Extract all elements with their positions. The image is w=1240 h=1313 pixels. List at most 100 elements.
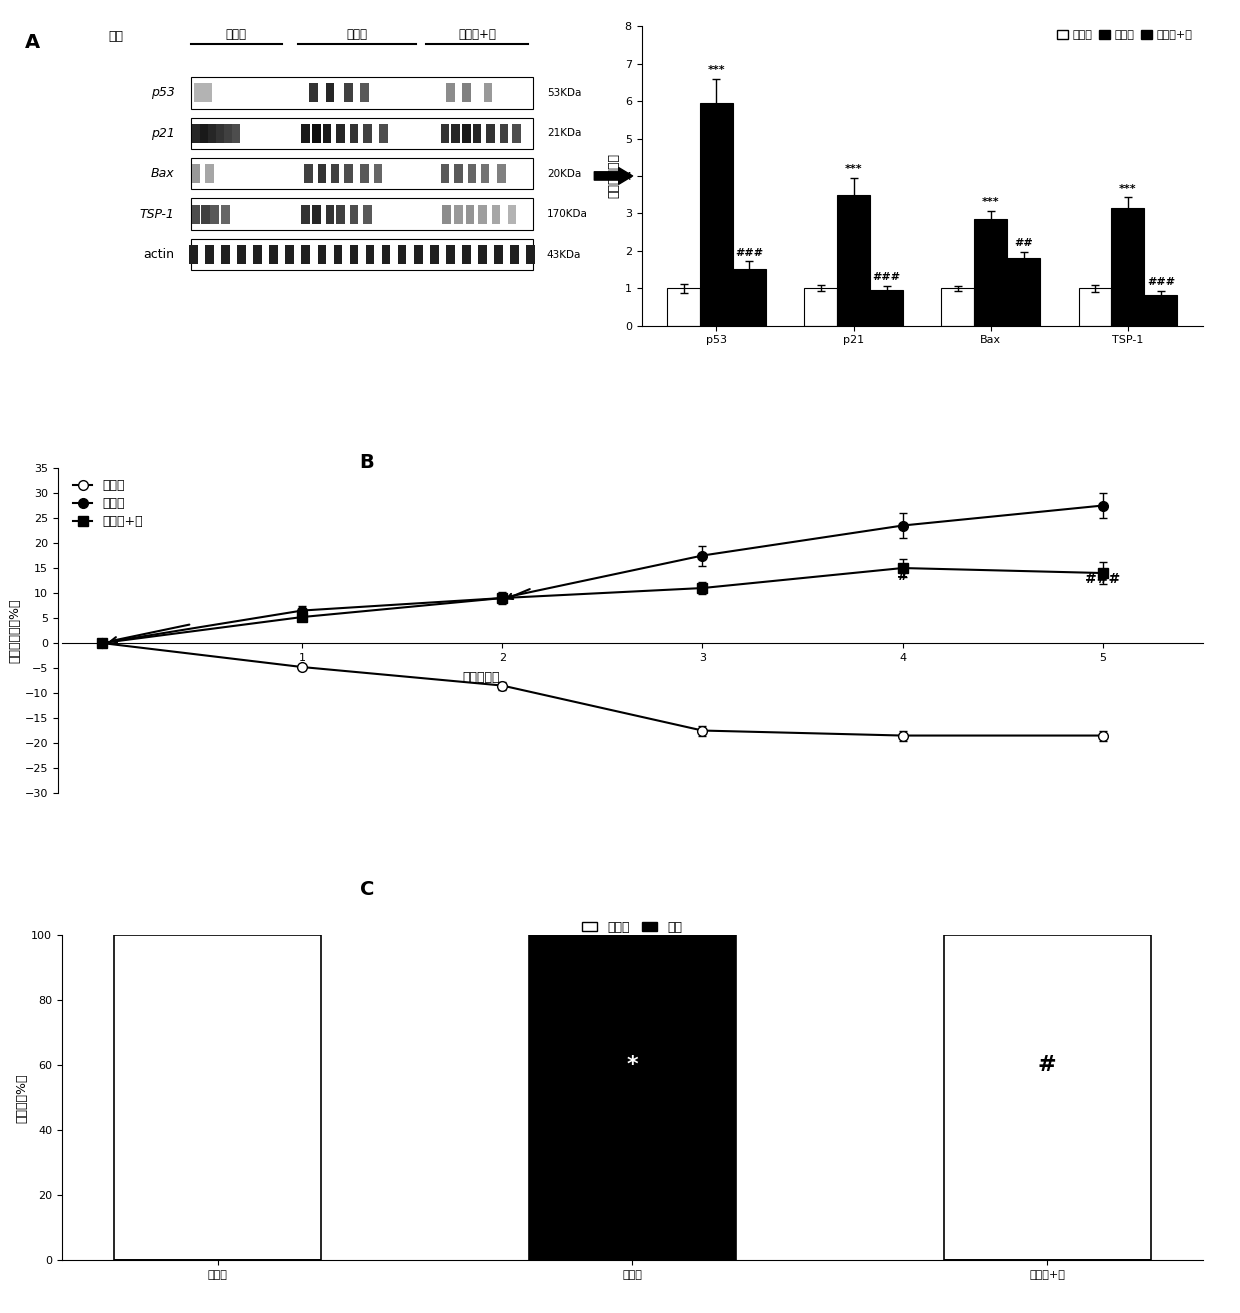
FancyBboxPatch shape [191, 239, 533, 270]
Text: ###: ### [1147, 277, 1174, 288]
Text: ###: ### [873, 272, 900, 282]
FancyBboxPatch shape [361, 84, 370, 102]
FancyBboxPatch shape [304, 164, 312, 183]
FancyBboxPatch shape [491, 205, 500, 223]
FancyBboxPatch shape [511, 246, 520, 264]
FancyBboxPatch shape [414, 246, 423, 264]
FancyBboxPatch shape [484, 84, 492, 102]
FancyBboxPatch shape [200, 123, 208, 143]
FancyBboxPatch shape [463, 123, 471, 143]
FancyBboxPatch shape [331, 164, 340, 183]
Text: ##: ## [1014, 238, 1033, 248]
FancyBboxPatch shape [350, 205, 358, 223]
FancyBboxPatch shape [479, 246, 487, 264]
FancyBboxPatch shape [232, 123, 241, 143]
FancyBboxPatch shape [312, 123, 321, 143]
FancyBboxPatch shape [203, 84, 212, 102]
Y-axis label: 相对蛋白水平: 相对蛋白水平 [608, 154, 620, 198]
Bar [941, 288, 975, 326]
FancyBboxPatch shape [497, 164, 506, 183]
FancyBboxPatch shape [379, 123, 388, 143]
FancyBboxPatch shape [467, 164, 476, 183]
FancyBboxPatch shape [363, 205, 372, 223]
FancyBboxPatch shape [440, 164, 449, 183]
Text: Bax: Bax [151, 167, 175, 180]
Text: 20KDa: 20KDa [547, 168, 582, 179]
FancyBboxPatch shape [191, 77, 533, 109]
Text: 小肠: 小肠 [108, 30, 123, 43]
FancyBboxPatch shape [201, 205, 210, 223]
FancyBboxPatch shape [195, 84, 203, 102]
FancyBboxPatch shape [481, 164, 490, 183]
FancyBboxPatch shape [373, 164, 382, 183]
FancyBboxPatch shape [463, 84, 471, 102]
Bar [975, 219, 1007, 326]
Text: ***: *** [1120, 184, 1137, 193]
Text: actin: actin [144, 248, 175, 261]
Text: #: # [897, 569, 909, 583]
FancyBboxPatch shape [486, 123, 495, 143]
FancyBboxPatch shape [443, 205, 451, 223]
FancyBboxPatch shape [312, 205, 321, 223]
FancyBboxPatch shape [361, 164, 370, 183]
Text: #: # [1038, 1056, 1056, 1075]
FancyBboxPatch shape [366, 246, 374, 264]
FancyBboxPatch shape [398, 246, 407, 264]
FancyBboxPatch shape [350, 123, 358, 143]
FancyBboxPatch shape [466, 205, 475, 223]
Bar [667, 288, 701, 326]
FancyBboxPatch shape [345, 84, 353, 102]
FancyBboxPatch shape [446, 84, 455, 102]
Text: *: * [626, 1056, 639, 1075]
Text: p53: p53 [150, 87, 175, 100]
FancyBboxPatch shape [322, 123, 331, 143]
FancyBboxPatch shape [454, 164, 463, 183]
Bar [1111, 207, 1145, 326]
Bar [1079, 288, 1111, 326]
FancyBboxPatch shape [440, 123, 449, 143]
Text: ###: ### [735, 248, 764, 257]
FancyBboxPatch shape [317, 246, 326, 264]
Legend: 对照组, 奥达铂, 奥达铂+硒: 对照组, 奥达铂, 奥达铂+硒 [68, 474, 148, 533]
FancyBboxPatch shape [188, 246, 197, 264]
Bar [944, 935, 1151, 1260]
Legend: 对照组, 奥达铂, 奥达铂+硒: 对照组, 奥达铂, 奥达铂+硒 [1053, 26, 1198, 45]
FancyBboxPatch shape [191, 198, 533, 230]
FancyBboxPatch shape [191, 158, 533, 189]
FancyBboxPatch shape [500, 123, 508, 143]
FancyBboxPatch shape [310, 84, 319, 102]
FancyBboxPatch shape [221, 246, 229, 264]
FancyBboxPatch shape [223, 123, 232, 143]
Text: 21KDa: 21KDa [547, 129, 582, 138]
FancyBboxPatch shape [512, 123, 521, 143]
Text: 奥达铂+硒: 奥达铂+硒 [459, 28, 496, 41]
FancyBboxPatch shape [326, 84, 334, 102]
FancyBboxPatch shape [191, 118, 533, 148]
FancyBboxPatch shape [495, 246, 503, 264]
Bar [733, 269, 766, 326]
FancyBboxPatch shape [350, 246, 358, 264]
Text: 对照组: 对照组 [226, 28, 247, 41]
FancyBboxPatch shape [192, 123, 200, 143]
FancyBboxPatch shape [363, 123, 372, 143]
Bar [870, 290, 903, 326]
FancyBboxPatch shape [345, 164, 353, 183]
FancyBboxPatch shape [472, 123, 481, 143]
Y-axis label: 腹法率（%）: 腹法率（%） [15, 1073, 29, 1123]
FancyBboxPatch shape [336, 123, 345, 143]
FancyBboxPatch shape [527, 246, 534, 264]
FancyBboxPatch shape [192, 164, 200, 183]
FancyBboxPatch shape [446, 246, 455, 264]
Text: 43KDa: 43KDa [547, 249, 582, 260]
Text: p21: p21 [150, 127, 175, 139]
Bar [1007, 259, 1040, 326]
FancyBboxPatch shape [451, 123, 460, 143]
Y-axis label: 体重丢失率（%）: 体重丢失率（%） [9, 599, 22, 663]
FancyBboxPatch shape [336, 205, 345, 223]
FancyBboxPatch shape [192, 205, 200, 223]
Text: C: C [360, 880, 374, 898]
FancyBboxPatch shape [454, 205, 463, 223]
FancyBboxPatch shape [216, 123, 224, 143]
FancyBboxPatch shape [211, 205, 219, 223]
FancyBboxPatch shape [208, 123, 216, 143]
